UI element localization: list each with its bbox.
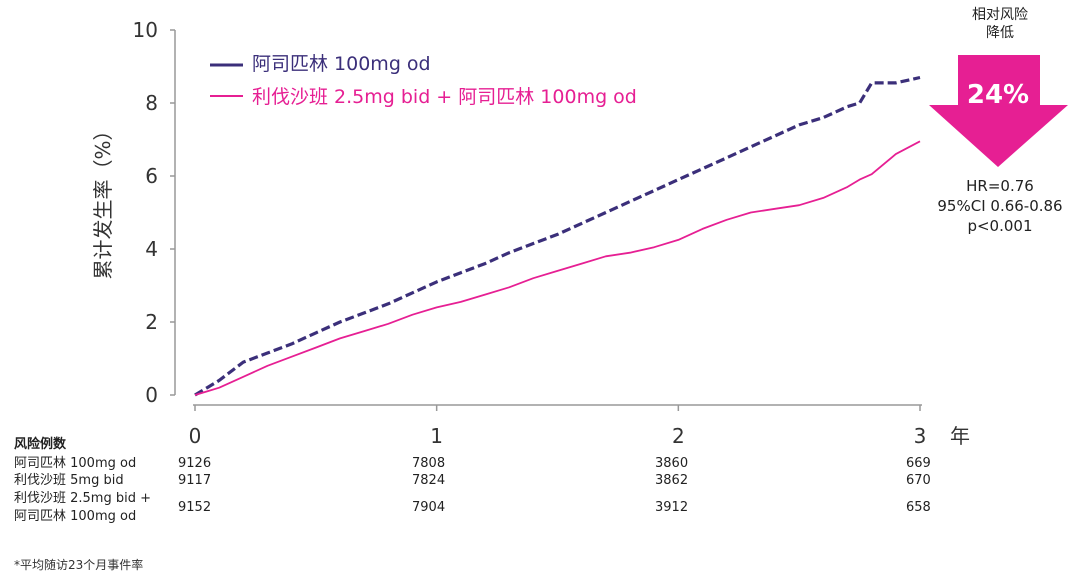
- series-line-aspirin: [194, 75, 921, 397]
- x-tick-label: 2: [672, 424, 685, 448]
- risk-cell: 9152: [178, 500, 212, 515]
- x-ticks: 0 1 2 3: [189, 405, 927, 448]
- risk-cell: 3860: [655, 456, 689, 471]
- y-axis-title: 累计发生率（%）: [91, 120, 115, 279]
- y-tick-label: 4: [145, 237, 158, 261]
- risk-cell: 658: [906, 500, 931, 515]
- risk-reduction-label-line1: 相对风险: [972, 7, 1028, 23]
- legend-label-combo: 利伐沙班 2.5mg bid + 阿司匹林 100mg od: [252, 86, 637, 108]
- stats-box: HR=0.76 95%CI 0.66-0.86 p<0.001: [915, 176, 1080, 236]
- risk-cell: 7808: [412, 456, 446, 471]
- legend-label-aspirin: 阿司匹林 100mg od: [252, 53, 431, 75]
- x-tick-label: 3: [914, 424, 927, 448]
- x-axis-unit: 年: [950, 424, 970, 448]
- risk-row-label-riva5: 利伐沙班 5mg bid: [14, 473, 124, 488]
- x-tick-label: 1: [430, 424, 443, 448]
- risk-cell: 7824: [412, 473, 446, 488]
- risk-cell: 670: [906, 473, 931, 488]
- risk-row-label-combo-line2: 阿司匹林 100mg od: [14, 509, 137, 524]
- risk-reduction-arrow: [929, 55, 1068, 167]
- y-tick-label: 10: [133, 18, 158, 42]
- risk-cell: 9126: [178, 456, 212, 471]
- risk-reduction-label-line2: 降低: [986, 25, 1014, 41]
- risk-row-label-aspirin: 阿司匹林 100mg od: [14, 456, 137, 471]
- risk-reduction-value: 24%: [967, 80, 1029, 110]
- y-ticks: 0 2 4 6 8 10: [133, 18, 175, 407]
- y-tick-label: 8: [145, 91, 158, 115]
- y-tick-label: 2: [145, 310, 158, 334]
- risk-row-label-combo-line1: 利伐沙班 2.5mg bid +: [14, 491, 151, 506]
- x-tick-label: 0: [189, 424, 202, 448]
- confidence-interval: 95%CI 0.66-0.86: [937, 197, 1063, 215]
- risk-cell: 3862: [655, 473, 689, 488]
- risk-reduction-label: 相对风险 降低: [940, 6, 1060, 42]
- risk-cell: 669: [906, 456, 931, 471]
- p-value: p<0.001: [967, 217, 1033, 235]
- y-tick-label: 6: [145, 164, 158, 188]
- hazard-ratio: HR=0.76: [966, 177, 1034, 195]
- series-line-combo: [194, 140, 921, 396]
- series-group: [194, 75, 921, 397]
- risk-cell: 7904: [412, 500, 446, 515]
- risk-cell: 3912: [655, 500, 689, 515]
- y-tick-label: 0: [145, 383, 158, 407]
- footnote: *平均随访23个月事件率: [14, 558, 144, 572]
- risk-cell: 9117: [178, 473, 212, 488]
- risk-table-title: 风险例数: [14, 437, 67, 452]
